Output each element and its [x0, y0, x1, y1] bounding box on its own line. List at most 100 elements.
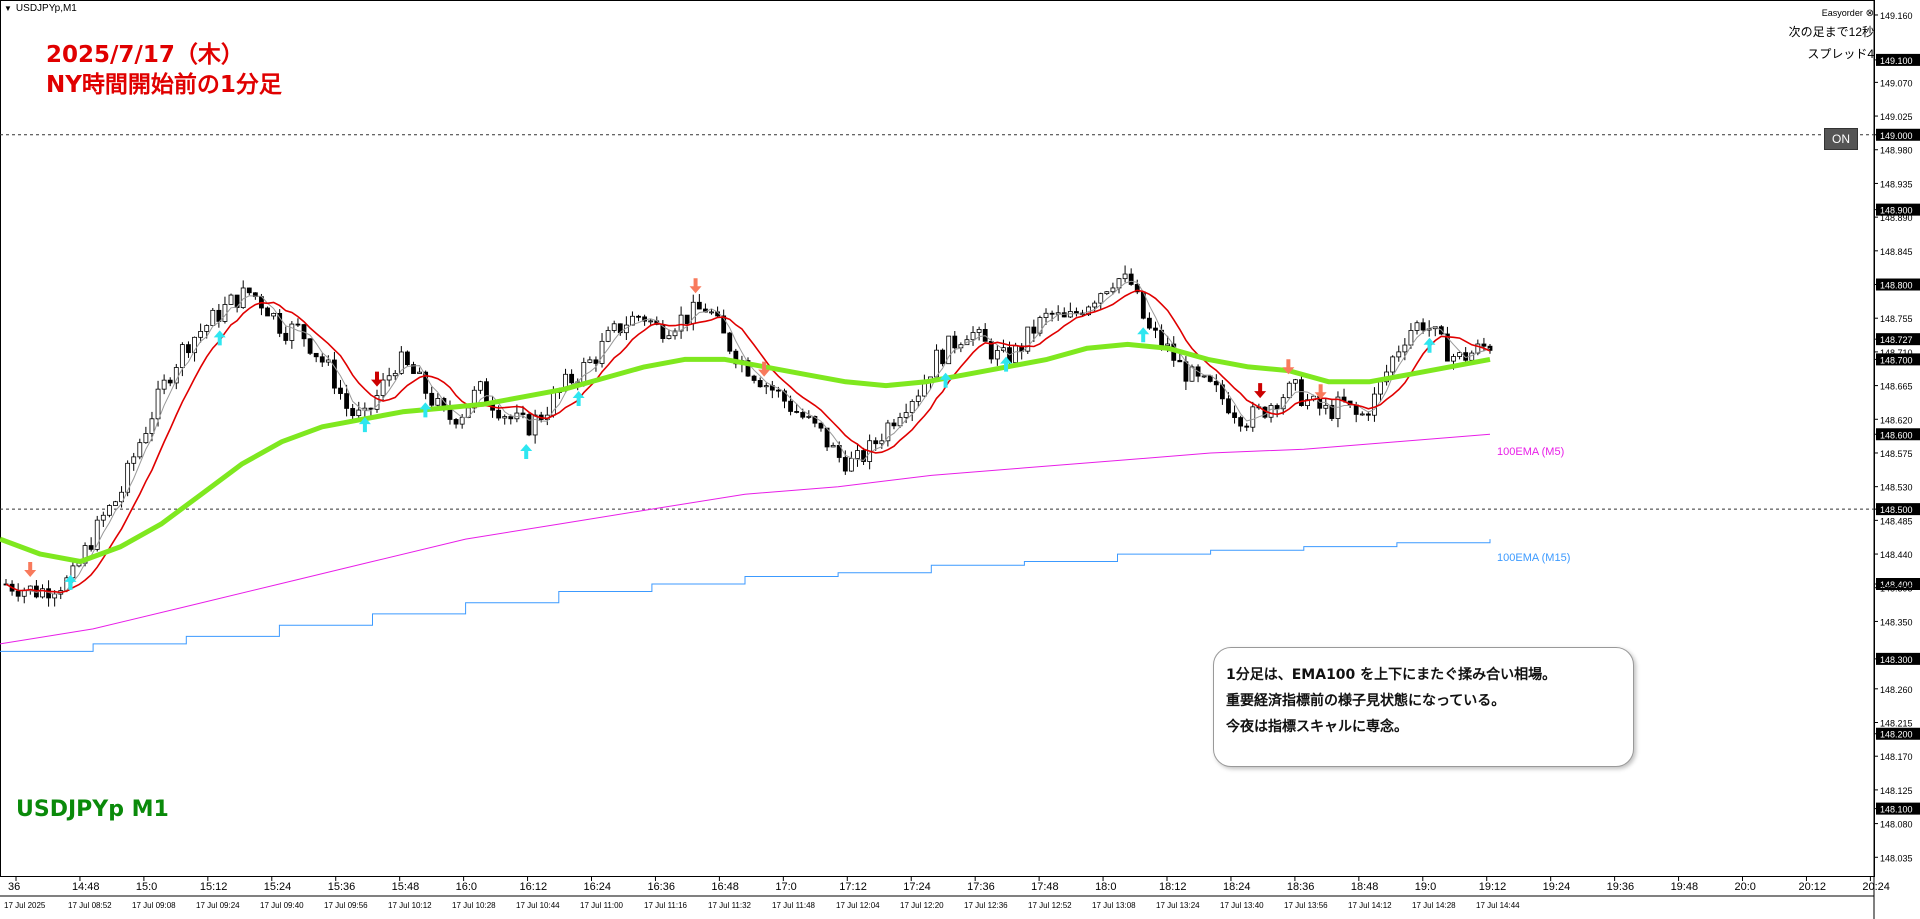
y-tick-label: 148.500 — [1880, 505, 1913, 515]
candle-body — [1268, 405, 1274, 418]
chart-title: 2025/7/17（木） NY時間開始前の1分足 — [46, 40, 282, 100]
candle-body — [106, 505, 112, 516]
candle-body — [1390, 356, 1396, 373]
ema100-m5-line — [0, 433, 1491, 645]
candle-body — [1396, 351, 1402, 358]
candle-body — [1286, 382, 1292, 399]
candle-body — [861, 450, 866, 462]
ema-m15-label: 100EMA (M15) — [1497, 552, 1571, 564]
price-highlight — [1876, 333, 1920, 346]
note-line-3: 今夜は指標スキャルに専念。 — [1226, 719, 1408, 735]
buy-arrow-icon — [1137, 327, 1150, 343]
candle-body — [636, 315, 641, 318]
candle-body — [1025, 326, 1031, 352]
x-tick-label: 16:0 — [456, 881, 477, 893]
easyorder-label: Easyorder — [1821, 8, 1863, 18]
candle-body — [332, 359, 337, 389]
x-date-label: 17 Jul 12:04 — [836, 901, 880, 910]
candle-body — [1183, 361, 1189, 382]
candle-body — [818, 422, 824, 429]
settings-icon[interactable]: ⊗ — [1865, 8, 1874, 19]
next-bar-timer: 次の足まで12秒 — [1788, 25, 1874, 39]
x-tick-label: 17:48 — [1031, 881, 1059, 893]
candle-body — [137, 442, 143, 458]
y-tick-label: 148.485 — [1880, 516, 1913, 526]
candle-body — [1451, 356, 1456, 362]
candle-body — [709, 311, 714, 314]
candle-body — [1232, 412, 1237, 418]
x-date-label: 17 Jul 08:52 — [68, 901, 112, 910]
y-tick-label: 148.400 — [1880, 580, 1913, 590]
y-tick-label: 148.170 — [1880, 752, 1913, 762]
chevron-down-icon[interactable]: ▼ — [4, 4, 12, 13]
candle-body — [1414, 322, 1420, 331]
candle-body — [915, 395, 921, 402]
candle-body — [453, 419, 459, 425]
candle-body — [295, 323, 301, 326]
y-tick-label: 148.215 — [1880, 719, 1913, 729]
spread-readout: スプレッド4 — [1807, 47, 1874, 61]
candle-body — [757, 380, 763, 388]
candle-body — [891, 422, 897, 427]
candle-body — [277, 312, 283, 334]
on-toggle-button[interactable]: ON — [1824, 128, 1858, 150]
y-tick-label: 149.070 — [1880, 78, 1913, 88]
candle-body — [569, 373, 575, 384]
x-tick-label: 20:0 — [1735, 881, 1756, 893]
candle-body — [1049, 312, 1055, 315]
candle-body — [1445, 333, 1450, 362]
x-tick-label: 20:12 — [1798, 881, 1826, 893]
candle-body — [508, 416, 514, 420]
x-date-label: 17 Jul 13:56 — [1284, 901, 1328, 910]
x-date-label: 17 Jul 09:08 — [132, 901, 176, 910]
candle-body — [1207, 375, 1213, 382]
candle-body — [338, 387, 343, 394]
x-tick-label: 16:12 — [520, 881, 548, 893]
candle-body — [484, 381, 489, 403]
price-highlight — [1876, 203, 1920, 216]
candle-body — [873, 440, 879, 445]
candle-body — [374, 395, 380, 410]
buy-arrow-icon — [64, 574, 77, 590]
candle-body — [429, 392, 435, 406]
candle-body — [1147, 317, 1152, 329]
candle-body — [1475, 343, 1481, 354]
candle-body — [940, 349, 946, 365]
candle-body — [204, 325, 210, 332]
candle-body — [1481, 343, 1487, 347]
window-title[interactable]: ▼ USDJPYp,M1 — [4, 3, 77, 14]
candle-body — [119, 491, 124, 503]
candle-body — [228, 294, 234, 305]
candle-body — [1359, 413, 1365, 416]
candle-body — [210, 309, 216, 326]
candle-body — [1280, 397, 1286, 410]
candle-body — [1244, 425, 1250, 428]
candle-body — [800, 412, 806, 418]
y-tick-label: 148.080 — [1880, 820, 1913, 830]
candle-body — [970, 332, 976, 341]
candle-body — [1013, 345, 1019, 364]
candle-body — [1323, 404, 1329, 409]
x-date-label: 17 Jul 12:20 — [900, 901, 944, 910]
candle-body — [186, 344, 191, 354]
candle-body — [806, 416, 812, 418]
candle-body — [344, 393, 349, 409]
candle-body — [763, 385, 769, 388]
candle-body — [113, 501, 118, 506]
y-tick-label: 148.980 — [1880, 146, 1913, 156]
candle-body — [678, 314, 684, 332]
candle-body — [696, 301, 702, 310]
candle-body — [630, 315, 635, 326]
candle-body — [155, 388, 161, 420]
candle-body — [271, 312, 277, 317]
candle-body — [1177, 359, 1183, 363]
candle-body — [459, 417, 465, 425]
y-tick-label: 148.845 — [1880, 247, 1913, 257]
candle-body — [1408, 330, 1414, 346]
y-tick-label: 148.260 — [1880, 685, 1913, 695]
buy-arrow-icon — [520, 443, 533, 459]
x-tick-label: 17:24 — [903, 881, 931, 893]
candle-body — [1213, 381, 1219, 386]
